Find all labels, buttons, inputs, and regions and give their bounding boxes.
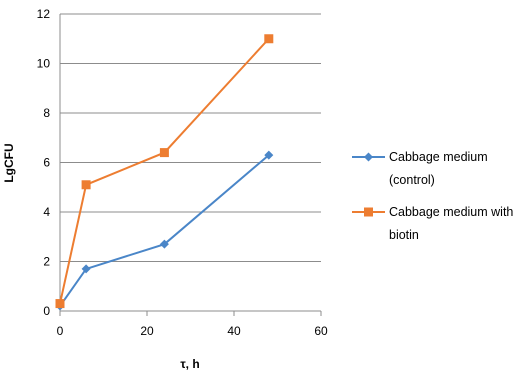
y-tick-label: 2 (43, 255, 50, 269)
data-point (159, 239, 169, 249)
y-tick-label: 4 (43, 205, 50, 219)
data-point (81, 180, 91, 190)
x-tick-label: 20 (140, 324, 154, 338)
legend-label: (control) (389, 173, 435, 187)
y-axis-title: LgCFU (2, 143, 16, 182)
y-tick-label: 6 (43, 156, 50, 170)
gridlines (60, 13, 321, 262)
y-tick-label: 10 (37, 57, 51, 71)
x-tick-label: 60 (314, 324, 328, 338)
x-tick-label: 40 (227, 324, 241, 338)
series-group (55, 34, 274, 311)
y-tick-label: 8 (43, 106, 50, 120)
legend-item-2: Cabbage medium with biotin (352, 205, 513, 242)
axes (59, 14, 322, 316)
legend-label: biotin (389, 228, 419, 242)
series-2 (55, 34, 274, 309)
y-tick-label: 12 (37, 7, 51, 21)
legend: Cabbage medium (control) Cabbage medium wi… (352, 150, 513, 242)
x-tick-label: 0 (57, 324, 64, 338)
series-1 (55, 150, 274, 311)
legend-swatch-marker (364, 207, 373, 217)
x-axis-title: τ, h (180, 357, 199, 371)
data-point (55, 299, 65, 309)
data-point (159, 148, 169, 158)
legend-swatch-marker (364, 152, 373, 162)
tick-labels: 0 2 4 6 8 10 12 0 20 40 60 (37, 7, 328, 338)
legend-item-1: Cabbage medium (control) (352, 150, 488, 187)
data-point (81, 264, 91, 274)
data-point (264, 150, 274, 160)
series-line (59, 154, 270, 307)
data-point (264, 34, 274, 44)
y-tick-label: 0 (43, 304, 50, 318)
series-line (59, 38, 270, 304)
legend-label: Cabbage medium (389, 150, 488, 164)
legend-label: Cabbage medium with (389, 205, 513, 219)
